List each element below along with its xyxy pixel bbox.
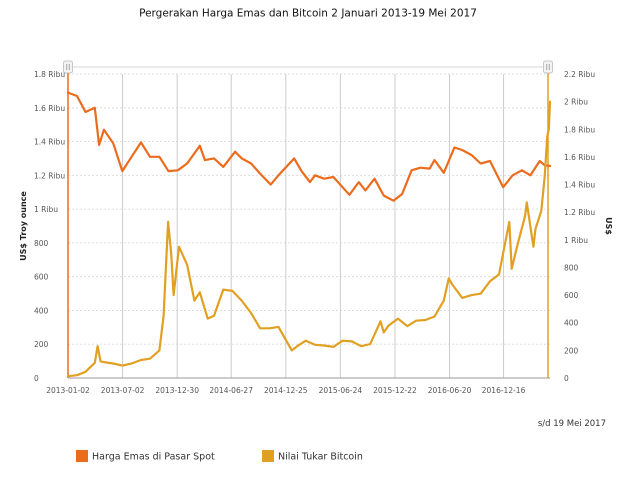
x-tick-label: 2014-12-25 [264,386,308,395]
legend-swatch [262,450,274,462]
series-line-gold [66,91,552,202]
x-tick-label: 2013-01-02 [46,386,90,395]
x-tick-label: 2013-12-30 [155,386,199,395]
legend-item-bitcoin[interactable]: Nilai Tukar Bitcoin [262,450,363,463]
left-tick-label: 1 Ribu [34,205,58,214]
right-tick-label: 2 Ribu [564,98,588,107]
x-tick-label: 2015-06-24 [319,386,363,395]
legend-item-gold[interactable]: Harga Emas di Pasar Spot [76,450,215,463]
right-tick-label: 600 [564,291,579,300]
right-tick-label: 800 [564,263,579,272]
x-tick-label: 2016-12-16 [482,386,526,395]
legend-swatch [76,450,88,462]
left-tick-label: 0 [34,374,39,383]
right-tick-label: 1 Ribu [564,236,588,245]
right-tick-label: 1.6 Ribu [564,153,595,162]
series-line-bitcoin [66,100,552,378]
right-tick-label: 1.4 Ribu [564,181,595,190]
date-note: s/d 19 Mei 2017 [538,419,606,429]
x-tick-label: 2014-06-27 [209,386,253,395]
left-axis-title: US$ Troy ounce [19,191,28,261]
x-tick-label: 2016-06-20 [428,386,472,395]
right-tick-label: 0 [564,374,569,383]
left-tick-label: 800 [34,239,49,248]
legend-label: Harga Emas di Pasar Spot [92,452,215,463]
left-tick-label: 1.6 Ribu [34,104,65,113]
left-tick-label: 600 [34,273,49,282]
left-scroll-handle[interactable] [63,60,73,74]
right-scroll-handle[interactable] [543,60,553,74]
x-tick-label: 2015-12-22 [373,386,417,395]
left-tick-label: 200 [34,340,49,349]
right-axis-title: US$ [604,217,613,235]
left-tick-label: 1.4 Ribu [34,138,65,147]
plot-area [68,74,550,378]
right-tick-label: 2.2 Ribu [564,70,595,79]
left-tick-label: 1.2 Ribu [34,171,65,180]
chart-title: Pergerakan Harga Emas dan Bitcoin 2 Janu… [139,8,477,20]
right-tick-label: 400 [564,319,579,328]
right-tick-label: 1.8 Ribu [564,125,595,134]
x-tick-label: 2013-07-02 [101,386,145,395]
right-tick-label: 1.2 Ribu [564,208,595,217]
left-tick-label: 400 [34,306,49,315]
left-tick-label: 1.8 Ribu [34,70,65,79]
legend-label: Nilai Tukar Bitcoin [278,452,363,463]
right-tick-label: 200 [564,346,579,355]
